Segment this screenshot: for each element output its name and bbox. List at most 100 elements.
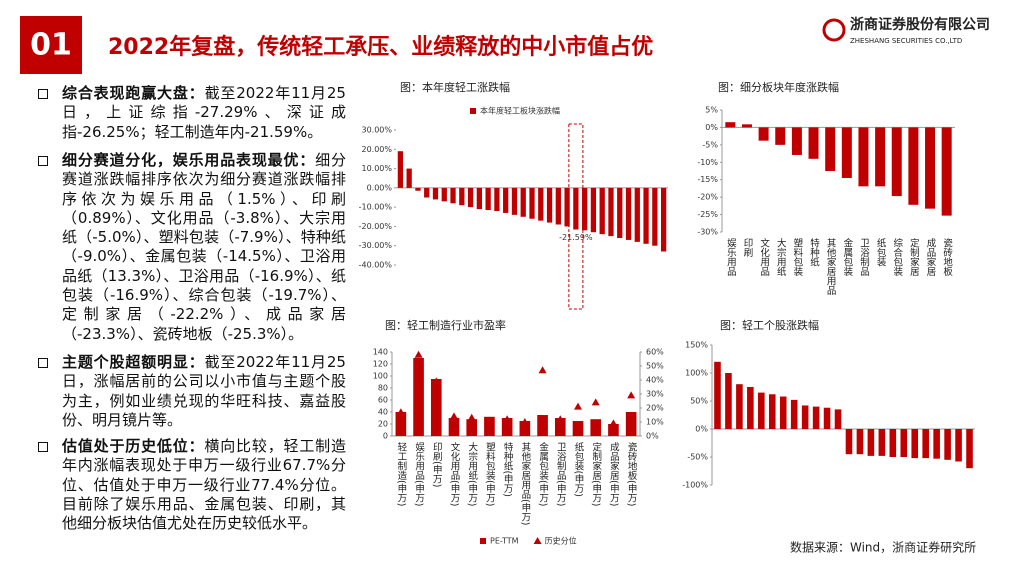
bar [590,187,597,233]
bar [790,399,798,429]
bullet-heading: 综合表现跑赢大盘： [62,84,205,102]
marker [520,418,529,425]
bullet-text: 截至2022年11月25日，涨幅居前的公司以小市值与主题个股为主，例如业绩兑现的… [62,353,346,429]
bar [944,429,951,460]
bar [476,187,482,210]
y-tick-label: 140 [373,348,388,357]
y-tick-label: -10% [697,158,718,167]
marker [467,413,476,421]
y-tick-label: 120 [373,360,388,369]
bar [825,127,836,171]
y-tick-label: 20.00% [361,145,392,154]
marker [485,416,494,424]
x-tick-label: 文化用品(申万) [449,441,461,506]
marker [591,398,600,406]
bar [736,384,743,429]
y-tick-label: 20 [378,420,388,429]
x-tick-label: 塑料包装 [791,238,803,277]
bullet-heading: 估值处于历史低位： [62,437,205,455]
bar [413,358,424,436]
bar [908,127,919,205]
bar [791,127,802,155]
x-tick-label: 轻工制造(申万) [395,441,407,506]
bar [485,187,491,211]
marker [414,350,423,358]
x-tick-label: 综合包装 [891,237,903,277]
bullet-text: 截至2022年11月25日，上证综指-27.29%、深证成指-26.25%；轻工… [62,84,346,141]
y-tick-label: 5% [705,106,718,115]
x-tick-label: 大宗用纸(申万) [466,441,478,506]
bar [643,187,649,244]
x-tick-label: 印刷 [741,237,753,257]
x-tick-label: 大宗用纸 [775,237,787,277]
bar [867,429,875,456]
legend-marker [533,537,542,544]
x-tick-label: 瓷砖地板(申万) [626,441,638,506]
x-tick-label: 娱乐用品 [725,237,737,277]
bar [660,187,667,252]
y2-tick-label: 20% [646,404,664,413]
x-tick-label: 文化用品 [758,237,770,277]
legend-swatch [470,108,476,114]
bar [494,187,500,211]
bar [415,187,421,191]
bar [608,187,614,237]
y-tick-label: -25% [697,210,718,219]
y-tick-label: 40 [378,408,388,417]
bar [875,127,886,187]
y-tick-label: 60 [378,396,388,405]
y-tick-label: 100% [685,369,708,378]
marker [627,391,636,399]
y-tick-label: -5% [702,140,718,149]
bar [467,187,474,208]
bar [450,187,456,204]
x-tick-label: 纸包装(申万) [573,441,585,497]
bar [519,421,531,436]
y-tick-label: -15% [697,175,718,184]
bar [922,429,929,459]
company-name-en: ZHESHANG SECURITIES CO.,LTD [850,37,962,45]
bar [725,373,732,429]
x-tick-label: 定制家居 [908,237,920,277]
x-tick-label: 卫浴制品(申万) [555,442,567,506]
x-tick-label: 卫浴制品 [858,238,870,277]
bar [891,127,902,197]
bar [608,424,619,436]
bar [397,151,404,188]
legend-label: 本年度轻工板块涨跌幅 [480,106,560,116]
legend-swatch [480,538,486,544]
x-tick-label: 特种纸(申万) [502,441,514,497]
y-tick-label: 100 [373,372,388,381]
marker [432,377,441,385]
bullet: 估值处于历史低位：横向比较，轻工制造年内涨幅表现处于申万一级行业67.7%分位、… [38,437,346,533]
bar [878,429,886,456]
bar [582,187,588,231]
y-tick-label: -40.00% [359,261,393,270]
marker [609,419,618,427]
chart-caption: 图：轻工制造行业市盈率 [385,318,506,332]
bar [856,429,864,455]
y-tick-label: 50% [690,397,708,406]
y2-tick-label: 60% [646,348,664,357]
bar [448,418,460,436]
bar [441,187,447,202]
bar [808,127,819,159]
x-tick-label: 印刷(申万) [431,441,443,487]
number-box [20,16,82,74]
x-tick-label: 塑料包装(申万) [484,442,496,506]
bar [564,187,570,227]
bar [900,429,908,457]
bar [546,187,553,223]
bar [503,187,509,213]
x-tick-label: 其他家居用品 [825,238,837,296]
bar [395,412,407,436]
chart-caption: 图：细分板块年度涨跌幅 [718,80,839,94]
bar [823,407,831,429]
bullet-heading: 细分赛道分化，娱乐用品表现最优： [62,151,316,169]
bar [758,127,769,141]
bullet: 综合表现跑赢大盘：截至2022年11月25日，上证综指-27.29%、深证成指-… [38,84,346,142]
bar [747,387,754,429]
bar [538,187,544,221]
